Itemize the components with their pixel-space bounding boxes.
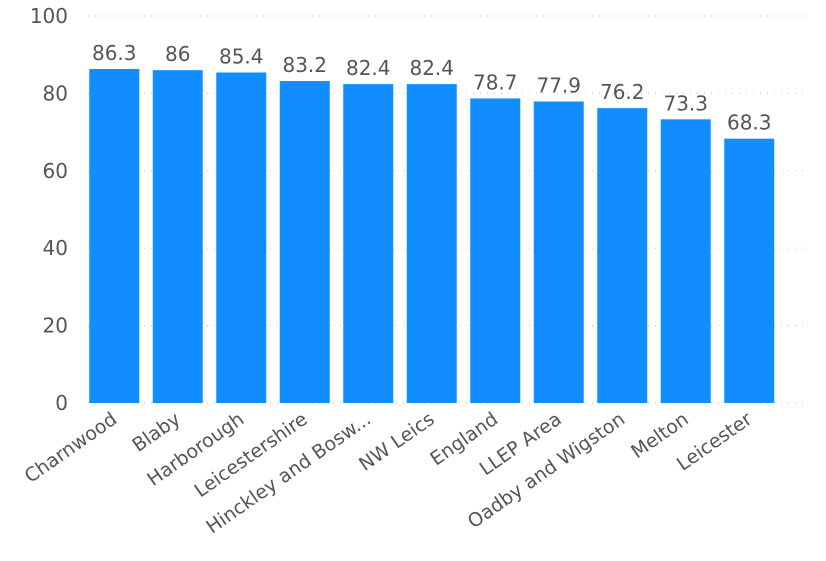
data-label: 68.3	[727, 111, 772, 135]
data-label: 78.7	[473, 70, 518, 94]
y-tick-label: 100	[30, 4, 68, 28]
data-label: 86	[165, 42, 190, 66]
bar	[152, 70, 203, 404]
bar	[597, 108, 648, 403]
y-tick-label: 20	[43, 314, 68, 338]
y-tick-label: 60	[43, 159, 68, 183]
x-tick-label: Charnwood	[21, 408, 122, 488]
y-tick-label: 80	[43, 81, 68, 105]
data-label: 85.4	[219, 45, 264, 69]
data-label: 83.2	[282, 53, 327, 77]
bar	[724, 138, 775, 403]
bars	[89, 69, 775, 404]
bar	[343, 84, 394, 403]
data-label: 77.9	[536, 74, 581, 98]
y-tick-label: 0	[55, 391, 68, 415]
y-tick-label: 40	[43, 236, 68, 260]
bar	[216, 72, 267, 403]
bar	[470, 98, 521, 403]
data-label: 76.2	[600, 80, 645, 104]
data-label: 73.3	[663, 91, 708, 115]
x-axis-labels: Charnwood BlabyHarboroughLeicestershireHi…	[21, 408, 757, 538]
data-labels: 86.3 86 85.4 83.2 82.4 82.4 78.7 77.9 76.2 73.3 68…	[92, 41, 772, 135]
bar	[406, 84, 457, 403]
data-label: 82.4	[409, 56, 454, 80]
bar	[660, 119, 711, 403]
y-axis-ticks: 0 20 40 60 80 100	[30, 4, 68, 415]
bar	[89, 69, 140, 404]
data-label: 82.4	[346, 56, 391, 80]
bar	[533, 101, 584, 403]
data-label: 86.3	[92, 41, 137, 65]
bar	[279, 81, 330, 404]
